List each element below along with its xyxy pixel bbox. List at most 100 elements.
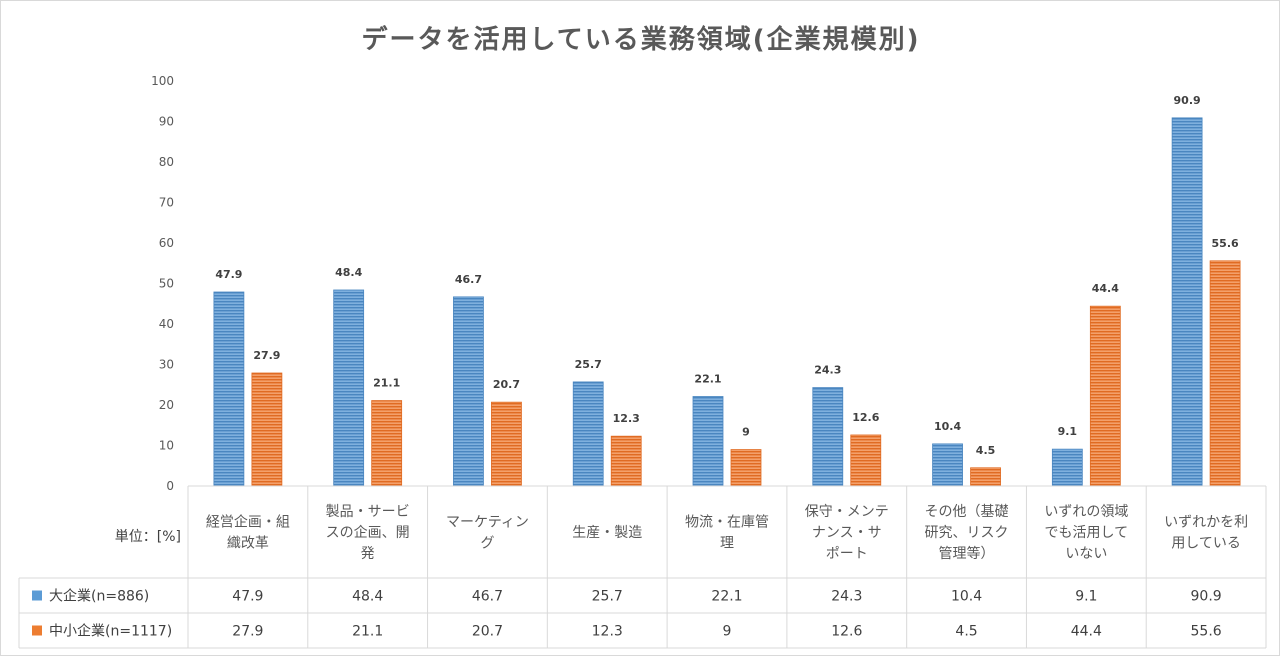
data-label: 46.7 — [455, 273, 482, 286]
category-label-line: ナンス・サ — [812, 525, 882, 541]
table-cell: 90.9 — [1191, 589, 1222, 605]
legend-key-large-enterprise — [32, 590, 42, 601]
category-label-line: いずれかを利 — [1164, 515, 1248, 531]
category-label: マーケティング — [446, 515, 529, 552]
data-label: 27.9 — [253, 349, 280, 362]
category-label-line: スの企画、開 — [326, 524, 410, 541]
category-label-line: 理 — [720, 536, 734, 552]
data-label: 10.4 — [934, 420, 961, 433]
y-tick-label: 60 — [159, 236, 174, 250]
y-tick-label: 70 — [159, 196, 174, 210]
category-label-line: でも活用して — [1045, 525, 1129, 541]
data-label: 4.5 — [976, 444, 996, 457]
table-cell: 55.6 — [1191, 624, 1222, 640]
bar-large-enterprise — [812, 387, 844, 487]
data-label: 20.7 — [493, 378, 520, 391]
category-label-line: 研究、リスク — [925, 525, 1009, 541]
category-label: 経営企画・組織改革 — [206, 514, 290, 552]
y-tick-label: 50 — [159, 277, 174, 291]
bar-sme — [251, 372, 283, 487]
category-label-line: いずれの領域 — [1044, 503, 1128, 520]
legend-label: 中小企業(n=1117) — [49, 623, 172, 640]
data-label: 44.4 — [1092, 282, 1119, 295]
y-tick-label: 100 — [151, 74, 174, 88]
data-label: 9 — [742, 426, 750, 439]
table-cell: 20.7 — [472, 624, 503, 640]
data-label: 24.3 — [814, 364, 841, 377]
y-tick-label: 80 — [159, 155, 174, 169]
data-label: 25.7 — [575, 358, 602, 371]
category-label-line: いない — [1065, 546, 1107, 562]
category-label-line: マーケティン — [446, 515, 529, 531]
table-cell: 46.7 — [472, 589, 503, 605]
category-label: いずれの領域でも活用していない — [1044, 503, 1128, 562]
table-cell: 9 — [723, 624, 732, 640]
table-cell: 10.4 — [951, 589, 982, 605]
table-cell: 44.4 — [1071, 624, 1102, 640]
category-label-line: 用している — [1171, 536, 1241, 552]
bar-large-enterprise — [1051, 448, 1083, 487]
bar-sme — [730, 449, 762, 487]
data-label: 12.6 — [852, 411, 879, 424]
bar-sme — [850, 434, 882, 487]
table-cell: 25.7 — [592, 589, 623, 605]
category-label: 物流・在庫管理 — [685, 514, 769, 552]
table-cell: 48.4 — [352, 589, 383, 605]
data-label: 47.9 — [215, 268, 242, 281]
category-label-line: 発 — [361, 546, 375, 562]
table-cell: 4.5 — [955, 624, 977, 640]
category-label-line: 織改革 — [227, 536, 269, 552]
y-tick-label: 20 — [159, 398, 174, 412]
category-label-line: ポート — [826, 546, 868, 562]
category-label-line: 保守・メンテ — [805, 504, 889, 520]
category-label-line: 経営企画・組 — [206, 514, 290, 531]
data-label: 48.4 — [335, 266, 362, 279]
bar-sme — [371, 400, 403, 487]
legend-key-sme — [32, 625, 42, 636]
bar-large-enterprise — [1171, 117, 1203, 487]
category-label: 製品・サービスの企画、開発 — [326, 504, 410, 562]
category-label: その他（基礎研究、リスク管理等） — [925, 503, 1009, 562]
y-tick-label: 40 — [159, 317, 174, 331]
data-label: 12.3 — [613, 412, 640, 425]
table-cell: 21.1 — [352, 624, 383, 640]
table-cell: 27.9 — [232, 624, 263, 640]
category-label-line: その他（基礎 — [925, 503, 1009, 520]
bar-sme — [610, 435, 642, 487]
data-label: 9.1 — [1058, 425, 1078, 438]
category-label: いずれかを利用している — [1164, 515, 1248, 552]
bar-large-enterprise — [572, 381, 604, 487]
table-cell: 24.3 — [831, 589, 862, 605]
y-tick-label: 90 — [159, 115, 174, 129]
table-cell: 47.9 — [232, 589, 263, 605]
table-cell: 12.6 — [831, 624, 862, 640]
data-label: 21.1 — [373, 377, 400, 390]
category-label-line: 製品・サービ — [326, 504, 410, 520]
y-tick-label: 10 — [159, 439, 174, 453]
category-label: 生産・製造 — [572, 525, 642, 541]
table-cell: 9.1 — [1075, 589, 1097, 605]
bar-large-enterprise — [213, 291, 245, 487]
bar-large-enterprise — [932, 443, 963, 487]
table-cell: 22.1 — [711, 589, 742, 605]
y-tick-label: 30 — [159, 358, 174, 372]
category-label-line: 生産・製造 — [572, 525, 642, 541]
category-label-line: グ — [480, 536, 494, 552]
bar-large-enterprise — [333, 289, 365, 487]
category-label-line: 管理等） — [939, 545, 995, 562]
bar-large-enterprise — [692, 396, 724, 487]
bar-sme — [491, 401, 522, 487]
bar-large-enterprise — [453, 296, 484, 487]
data-label: 22.1 — [694, 372, 721, 385]
category-label: 保守・メンテナンス・サポート — [805, 504, 889, 562]
bar-sme — [970, 467, 1001, 487]
data-label: 90.9 — [1174, 94, 1201, 107]
category-label-line: 物流・在庫管 — [685, 514, 769, 531]
y-tick-label: 0 — [166, 479, 174, 493]
table-cell: 12.3 — [592, 624, 623, 640]
bar-sme — [1089, 305, 1121, 487]
chart-title: データを活用している業務領域(企業規模別) — [362, 24, 921, 55]
data-label: 55.6 — [1212, 237, 1239, 250]
